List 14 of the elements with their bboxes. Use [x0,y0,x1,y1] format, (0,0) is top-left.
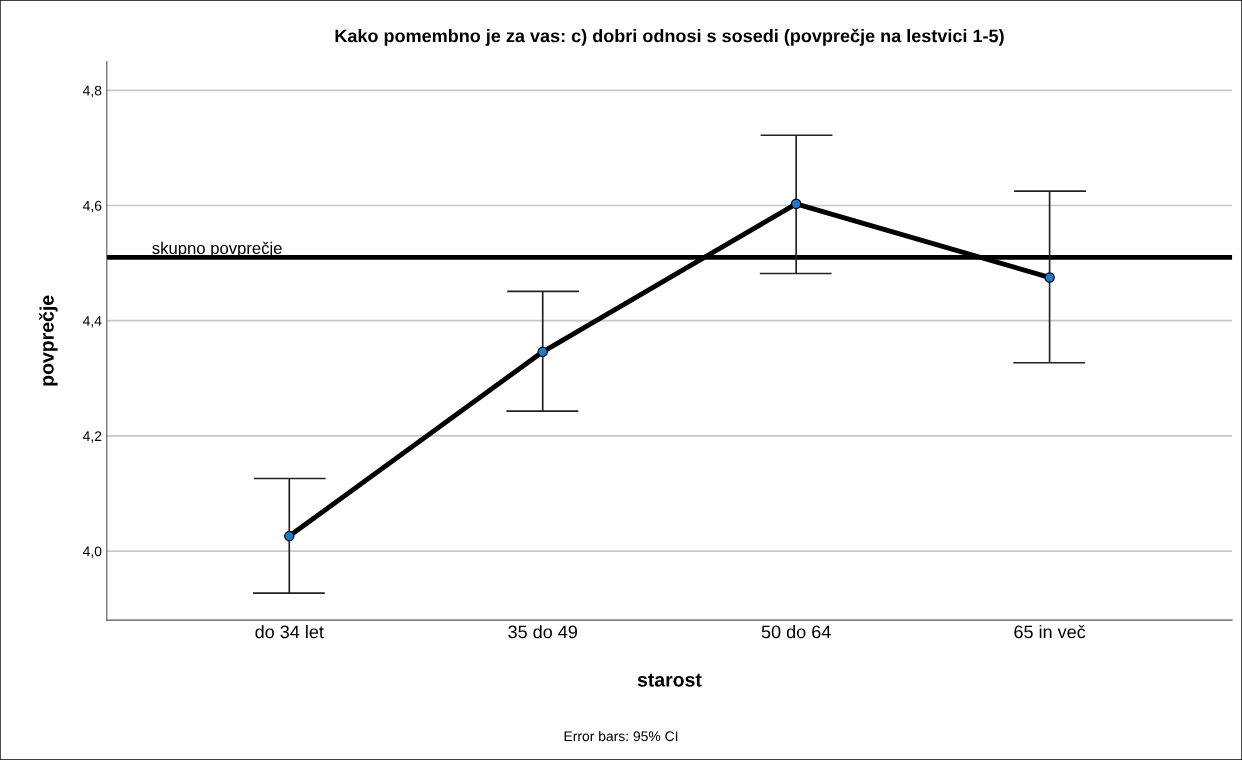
y-tick-label: 4,8 [82,85,102,98]
chart-title: Kako pomembno je za vas: c) dobri odnosi s sosedi (povprečje na lestvici 1-5) [335,28,1004,46]
y-axis-title: povprečje [39,295,58,386]
x-tick-label: 50 do 64 [761,625,831,639]
y-tick-label: 4,0 [82,546,102,558]
y-tick-label: 4,4 [82,316,102,328]
ref-line-label: skupno povprečje [152,241,282,258]
x-tick-label: 35 do 49 [508,625,578,639]
text: Error bars: 95% CI [564,730,678,742]
x-tick-label: do 34 let [255,625,324,639]
y-tick-label: 4,6 [82,200,102,213]
x-axis-title: starost [637,673,702,687]
y-tick-label: 4,2 [82,431,102,443]
x-tick-label: 65 in več [1014,624,1086,639]
